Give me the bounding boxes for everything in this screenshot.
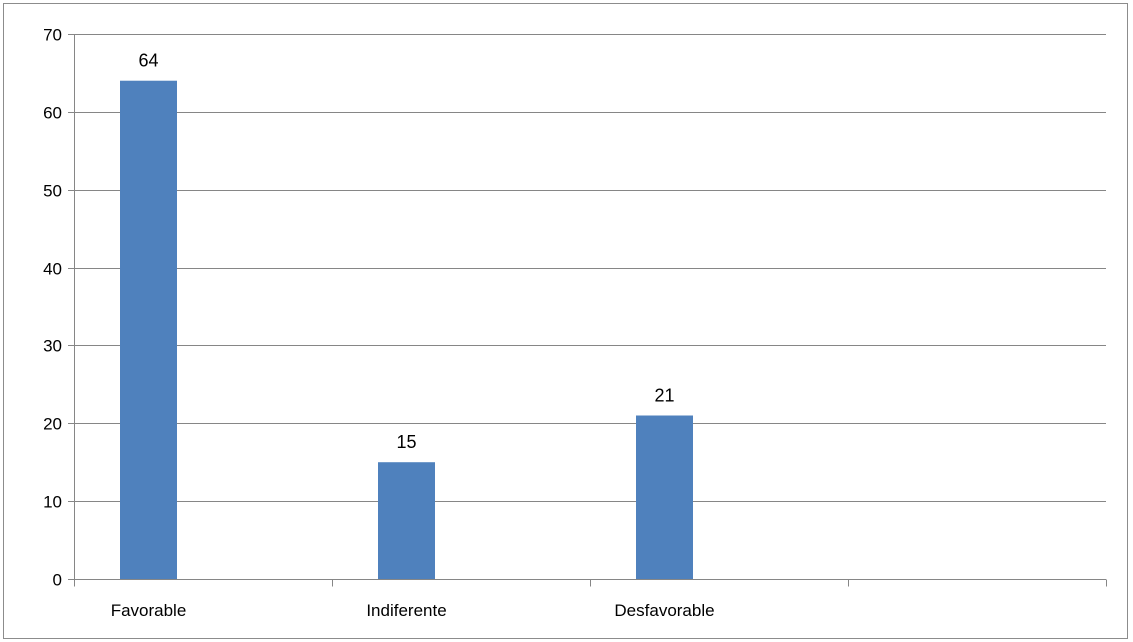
y-tick-label-0: 0 <box>53 571 62 590</box>
y-tick-label-20: 20 <box>43 415 62 434</box>
y-tick-label-60: 60 <box>43 104 62 123</box>
x-tick-label-indiferente: Indiferente <box>366 601 446 620</box>
data-label-favorable: 64 <box>138 51 158 71</box>
chart-frame: 0 10 20 30 40 50 60 70 64 Favorable 15 Indiferente 2… <box>3 3 1128 639</box>
x-tick-label-desfavorable: Desfavorable <box>614 601 714 620</box>
y-tick-label-70: 70 <box>43 26 62 45</box>
data-label-indiferente: 15 <box>396 432 416 452</box>
y-tick-label-50: 50 <box>43 182 62 201</box>
bars <box>120 80 693 579</box>
y-tick-label-30: 30 <box>43 337 62 356</box>
bar-chart: 0 10 20 30 40 50 60 70 64 Favorable 15 Indiferente 2… <box>43 26 1107 621</box>
bar-desfavorable <box>636 415 693 579</box>
axes <box>68 34 1107 587</box>
bar-indiferente <box>378 462 435 579</box>
x-tick-label-favorable: Favorable <box>111 601 187 620</box>
y-tick-label-40: 40 <box>43 260 62 279</box>
data-label-desfavorable: 21 <box>654 386 674 406</box>
labels: 0 10 20 30 40 50 60 70 64 Favorable 15 Indiferente 2… <box>43 26 715 621</box>
bar-favorable <box>120 80 177 579</box>
y-tick-label-10: 10 <box>43 493 62 512</box>
gridlines <box>74 34 1106 502</box>
